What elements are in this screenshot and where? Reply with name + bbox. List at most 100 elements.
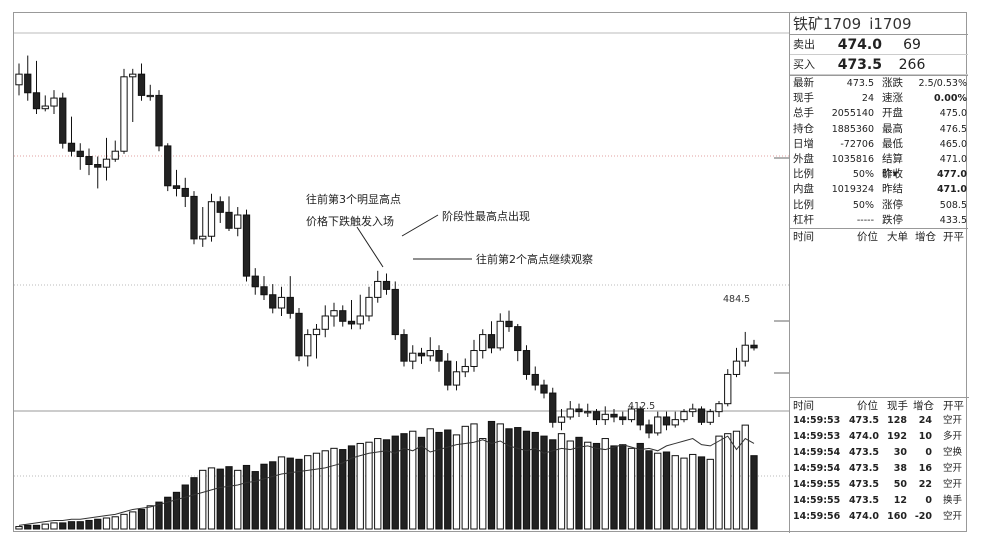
volume-bar bbox=[592, 442, 601, 530]
volume-bar bbox=[566, 440, 574, 530]
candle-body bbox=[85, 156, 93, 166]
stat-label-2: 结算价▾ bbox=[882, 152, 903, 181]
candle-body bbox=[575, 408, 583, 413]
open-interest-line bbox=[18, 435, 755, 526]
stats-row: 现手 24 速涨 0.00% bbox=[790, 91, 968, 106]
candle-body bbox=[277, 296, 286, 309]
quote-panel: 铁矿1709 i1709 卖出 474.0 69 买入 473.5 266 最新 4… bbox=[789, 13, 969, 533]
volume-bar bbox=[680, 457, 688, 530]
candle-body bbox=[94, 164, 102, 168]
stat-label: 比例 bbox=[793, 168, 814, 181]
volume-bar bbox=[339, 449, 347, 530]
volume-bar bbox=[461, 425, 469, 530]
candle-body bbox=[426, 350, 434, 357]
stat-value-2: 508.5 bbox=[939, 199, 967, 211]
candle-body bbox=[619, 416, 627, 421]
candle-body bbox=[409, 352, 417, 362]
candle-body bbox=[260, 286, 268, 296]
candle-body bbox=[356, 315, 364, 325]
volume-bar bbox=[382, 439, 391, 530]
annotation-trigger: 价格下跌触发入场 bbox=[306, 214, 394, 228]
tick-type: 空开 bbox=[942, 511, 962, 522]
ask-volume: 69 bbox=[903, 37, 921, 53]
stats-row: 比例 50% 昨收 477.0 bbox=[790, 167, 968, 182]
volume-bar bbox=[400, 433, 408, 530]
candle-body bbox=[234, 214, 242, 229]
stats-row: 总手 2055140 开盘 475.0 bbox=[790, 106, 968, 121]
candle-body bbox=[137, 73, 146, 96]
volume-bar bbox=[330, 447, 338, 530]
stat-label-2: 涨停 bbox=[882, 198, 903, 211]
tick-increase: 10 bbox=[918, 431, 932, 442]
candle-body bbox=[479, 334, 487, 352]
stats-row: 比例 50% 涨停 508.5 bbox=[790, 198, 968, 213]
candle-body bbox=[452, 371, 461, 386]
candle-body bbox=[636, 408, 644, 426]
volume-bar bbox=[190, 477, 198, 530]
stat-label-2: 最低 bbox=[882, 137, 903, 150]
candle-body bbox=[321, 315, 329, 330]
candle-body bbox=[155, 94, 163, 147]
volume-bar bbox=[654, 452, 662, 530]
candle-body bbox=[741, 344, 749, 362]
candle-body bbox=[671, 419, 679, 426]
tick-row: 14:59:53 474.0 192 10 多开 bbox=[790, 429, 969, 445]
tick-type: 空开 bbox=[942, 415, 962, 426]
big-header-price: 价位 bbox=[857, 230, 878, 243]
volume-bar bbox=[295, 458, 303, 530]
stat-value: 1035816 bbox=[831, 153, 874, 165]
volume-bar bbox=[365, 441, 373, 530]
candle-body bbox=[505, 320, 513, 328]
candle-body bbox=[199, 235, 207, 240]
volume-bar bbox=[479, 438, 487, 530]
tick-type: 多开 bbox=[942, 431, 962, 442]
candle-body bbox=[347, 320, 356, 325]
tick-row: 14:59:55 473.5 50 22 空开 bbox=[790, 477, 969, 493]
candle-body bbox=[584, 411, 592, 414]
candle-body bbox=[680, 411, 688, 421]
tick-price: 474.0 bbox=[848, 511, 879, 522]
candle-body bbox=[444, 360, 452, 386]
candle-body bbox=[207, 201, 216, 237]
tick-increase: -20 bbox=[914, 511, 932, 522]
stat-value: 473.5 bbox=[846, 78, 874, 89]
candle-body bbox=[190, 195, 198, 240]
volume-bar bbox=[41, 523, 49, 530]
volume-bar bbox=[584, 441, 592, 530]
volume-bar bbox=[575, 436, 583, 530]
tick-type: 空开 bbox=[942, 479, 962, 490]
volume-bar bbox=[732, 430, 741, 530]
volume-bar bbox=[636, 442, 644, 530]
tick-header-time: 时间 bbox=[793, 400, 814, 412]
volume-bar bbox=[522, 430, 531, 530]
candle-body bbox=[41, 105, 49, 110]
volume-bar bbox=[706, 458, 714, 530]
candle-body bbox=[172, 185, 181, 189]
candle-body bbox=[365, 296, 373, 317]
tick-header-inc: 增仓 bbox=[913, 400, 934, 412]
volume-bar bbox=[619, 444, 627, 530]
candle-body bbox=[15, 73, 23, 86]
tick-price: 473.5 bbox=[848, 479, 879, 490]
candle-body bbox=[102, 158, 111, 168]
tick-table: 时间 价位 现手 增仓 开平 14:59:53 473.5 128 24 空开 14:59… bbox=[790, 397, 969, 525]
big-header-inc: 增仓 bbox=[915, 230, 936, 243]
tick-increase: 16 bbox=[918, 463, 932, 474]
volume-bar bbox=[347, 445, 356, 530]
volume-bar bbox=[129, 511, 137, 530]
candle-body bbox=[24, 73, 32, 94]
max-price-label: 484.5 bbox=[723, 294, 750, 305]
volume-bar bbox=[689, 453, 697, 530]
candle-body bbox=[610, 413, 618, 418]
volume-bar bbox=[234, 469, 242, 530]
volume-bar bbox=[137, 508, 146, 530]
tick-header-oc: 开平 bbox=[943, 400, 964, 412]
tick-time: 14:59:54 bbox=[793, 463, 841, 474]
stat-value: 50% bbox=[852, 199, 874, 211]
volume-bar bbox=[172, 491, 181, 530]
candle-body bbox=[216, 201, 224, 213]
tick-volume: 30 bbox=[893, 447, 907, 458]
big-header-big: 大单 bbox=[887, 230, 908, 243]
volume-bar bbox=[277, 456, 286, 530]
volume-bar bbox=[242, 464, 251, 530]
